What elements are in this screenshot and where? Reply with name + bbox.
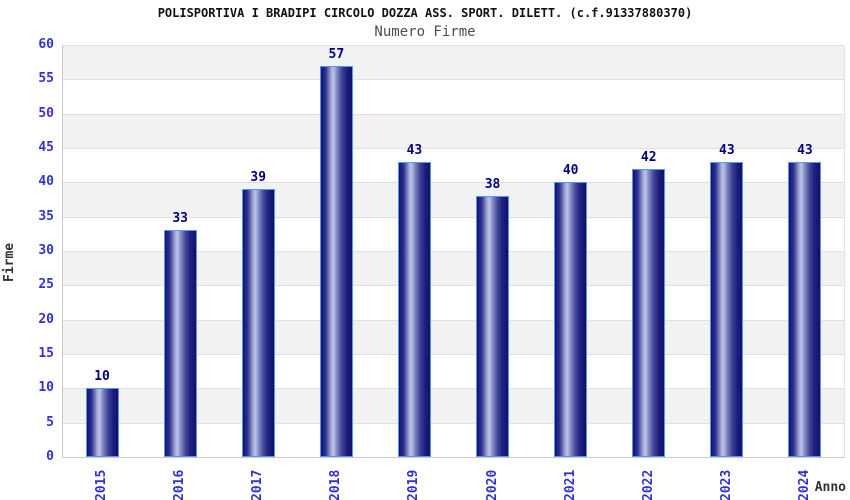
bar-value-label: 38 (484, 177, 501, 193)
x-tick-label: 2016 (172, 469, 188, 500)
x-tick-label: 2019 (406, 469, 422, 500)
y-tick-label: 20 (38, 311, 54, 327)
bar-2019 (397, 161, 431, 457)
chart-subtitle: Numero Firme (374, 24, 476, 40)
y-tick-label: 45 (38, 140, 54, 155)
bar-2022 (632, 168, 666, 457)
background-band (63, 45, 844, 80)
gridline (63, 251, 844, 252)
x-tick-label: 2024 (796, 469, 812, 500)
x-axis-title: Anno (814, 480, 846, 495)
x-tick-label: 2020 (484, 469, 500, 500)
y-tick-label: 55 (38, 71, 54, 87)
gridline (63, 422, 844, 424)
gridline (63, 148, 844, 149)
y-tick-label: 50 (38, 105, 54, 121)
x-tick-label: 2021 (562, 469, 578, 500)
bar-value-label: 43 (797, 142, 813, 158)
y-tick-label: 15 (38, 346, 54, 361)
gridline (63, 319, 844, 321)
bar-value-label: 40 (562, 163, 579, 179)
bar-2017 (241, 189, 275, 457)
bar-2024 (788, 161, 822, 457)
gridline (63, 216, 844, 218)
y-tick-label: 40 (38, 174, 54, 190)
chart-title: POLISPORTIVA I BRADIPI CIRCOLO DOZZA ASS… (157, 6, 693, 20)
bar-2021 (554, 182, 588, 457)
bar-2023 (710, 161, 744, 457)
gridline (63, 388, 844, 390)
bar-2020 (476, 196, 510, 457)
x-tick-label: 2022 (640, 469, 656, 500)
bar-value-label: 43 (719, 142, 735, 158)
y-tick-label: 10 (38, 380, 54, 396)
gridline (63, 182, 844, 184)
bar-value-label: 57 (328, 46, 345, 62)
bar-value-label: 10 (94, 369, 110, 385)
bar-value-label: 43 (406, 142, 423, 158)
y-tick-label: 35 (38, 208, 54, 224)
x-tick-label: 2018 (328, 469, 344, 500)
gridline (63, 79, 844, 81)
y-tick-label: 60 (38, 37, 54, 52)
gridline (63, 285, 844, 287)
y-tick-label: 5 (46, 414, 54, 430)
y-tick-label: 0 (46, 449, 54, 464)
background-band (63, 79, 844, 113)
bar-2016 (163, 230, 197, 457)
y-axis-title: Firme (2, 242, 17, 282)
x-tick-label: 2017 (250, 469, 266, 500)
x-tick-label: 2023 (718, 469, 734, 500)
plot-area: 10 33 39 57 43 38 40 42 43 43 (62, 45, 845, 458)
bar-2018 (319, 65, 353, 457)
gridline (63, 354, 844, 355)
bar-value-label: 33 (172, 211, 188, 227)
gridline (63, 113, 844, 115)
bar-value-label: 42 (640, 149, 657, 165)
background-band (63, 113, 844, 148)
bar-2015 (85, 388, 119, 457)
x-tick-label: 2015 (94, 469, 110, 500)
gridline (63, 45, 844, 46)
bar-value-label: 39 (250, 170, 267, 186)
